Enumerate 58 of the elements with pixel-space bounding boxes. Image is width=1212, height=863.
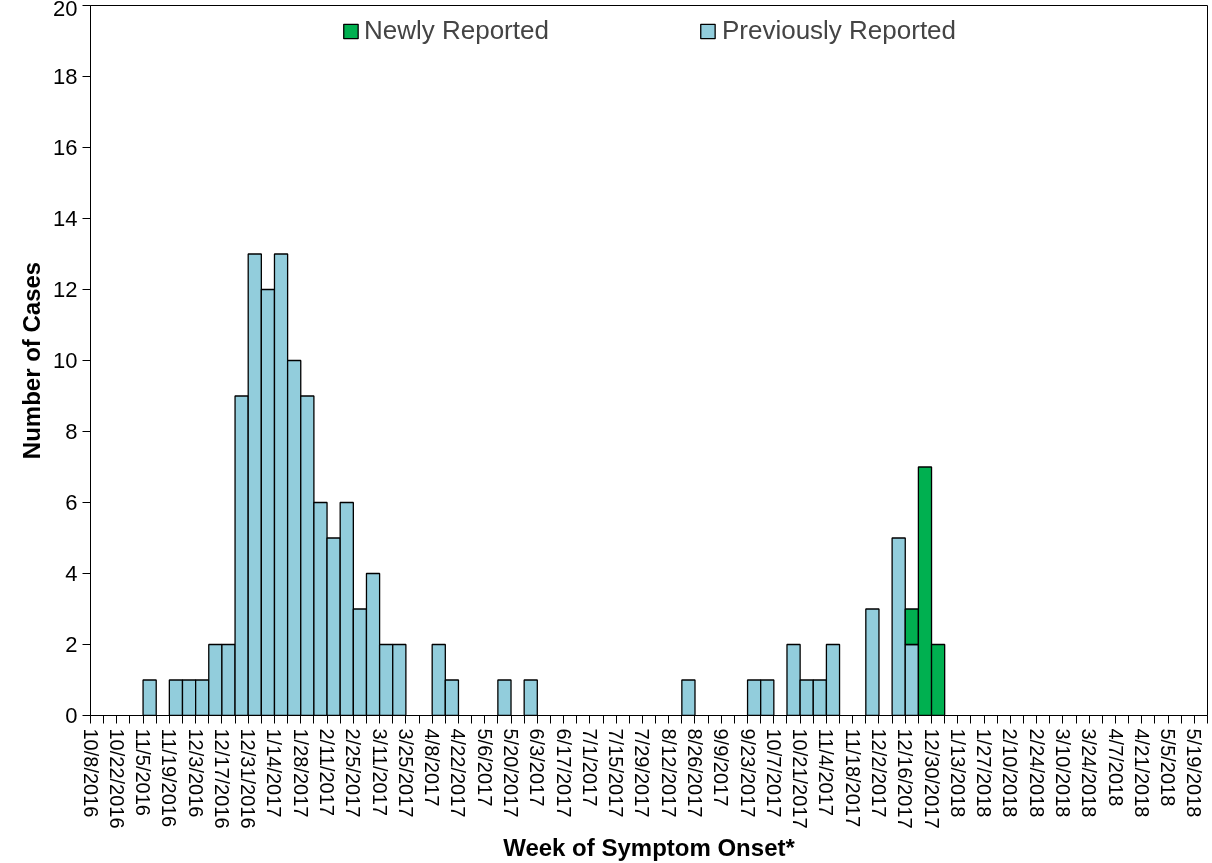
x-tick-label: 12/3/2016: [184, 728, 207, 818]
y-tick-label: 2: [65, 632, 78, 657]
x-tick-label: 5/19/2018: [1183, 728, 1206, 818]
x-tick-label: 2/24/2018: [1025, 728, 1048, 818]
y-tick-label: 16: [53, 135, 78, 160]
x-tick-label: 7/15/2017: [605, 728, 628, 818]
x-tick-label: 4/22/2017: [447, 728, 470, 818]
x-tick-label: 11/5/2016: [132, 728, 155, 816]
x-axis-title: Week of Symptom Onset*: [503, 833, 796, 861]
x-tick-label: 1/13/2018: [946, 728, 969, 818]
x-tick-label: 6/17/2017: [552, 728, 575, 818]
x-tick-label: 11/18/2017: [841, 728, 864, 828]
x-tick-label: 2/11/2017: [316, 728, 339, 816]
legend-label: Newly Reported: [363, 15, 549, 46]
x-tick-label: 1/14/2017: [263, 728, 286, 818]
y-axis-title: Number of Cases: [18, 261, 46, 460]
y-tick-label: 20: [53, 0, 78, 21]
y-tick-label: 8: [65, 419, 78, 444]
legend-label: Previously Reported: [721, 15, 957, 46]
x-tick-label: 1/27/2018: [973, 728, 996, 818]
x-tick-label: 9/9/2017: [710, 728, 733, 807]
x-tick-label: 1/28/2017: [289, 728, 312, 818]
x-tick-label: 5/20/2017: [500, 728, 523, 818]
x-tick-label: 3/25/2017: [394, 728, 417, 818]
x-tick-label: 4/21/2018: [1130, 728, 1153, 818]
x-tick-label: 7/29/2017: [631, 728, 654, 818]
x-tick-label: 11/19/2016: [158, 728, 181, 828]
x-tick-label: 12/31/2016: [237, 728, 260, 829]
x-tick-label: 3/11/2017: [368, 728, 391, 816]
x-tick-label: 10/7/2017: [762, 728, 785, 818]
x-tick-label: 4/8/2017: [421, 728, 444, 807]
y-tick-label: 14: [53, 206, 78, 231]
x-tick-label: 10/8/2016: [79, 728, 102, 818]
y-tick-label: 4: [65, 561, 78, 586]
y-tick-label: 12: [53, 277, 78, 302]
x-tick-label: 8/26/2017: [683, 728, 706, 818]
y-tick-label: 10: [53, 348, 78, 373]
x-tick-label: 7/1/2017: [578, 728, 601, 807]
x-tick-label: 3/24/2018: [1078, 728, 1101, 818]
x-tick-label: 12/16/2017: [894, 728, 917, 829]
x-tick-label: 10/22/2016: [105, 728, 128, 829]
x-tick-label: 11/4/2017: [815, 728, 838, 816]
x-tick-label: 12/17/2016: [210, 728, 233, 829]
x-tick-label: 2/25/2017: [342, 728, 365, 818]
x-tick-label: 5/6/2017: [473, 728, 496, 807]
x-tick-label: 12/30/2017: [920, 728, 943, 829]
y-tick-label: 6: [65, 490, 78, 515]
x-tick-label: 6/3/2017: [526, 728, 549, 807]
x-tick-label: 12/2/2017: [867, 728, 890, 818]
x-tick-label: 8/12/2017: [657, 728, 680, 818]
x-tick-label: 9/23/2017: [736, 728, 759, 818]
y-tick-label: 18: [53, 64, 78, 89]
x-tick-label: 2/10/2018: [999, 728, 1022, 818]
x-tick-label: 10/21/2017: [789, 728, 812, 829]
x-tick-label: 3/10/2018: [1051, 728, 1074, 818]
x-tick-label: 5/5/2018: [1157, 728, 1180, 807]
y-tick-label: 0: [65, 703, 78, 728]
x-tick-label: 4/7/2018: [1104, 728, 1127, 807]
